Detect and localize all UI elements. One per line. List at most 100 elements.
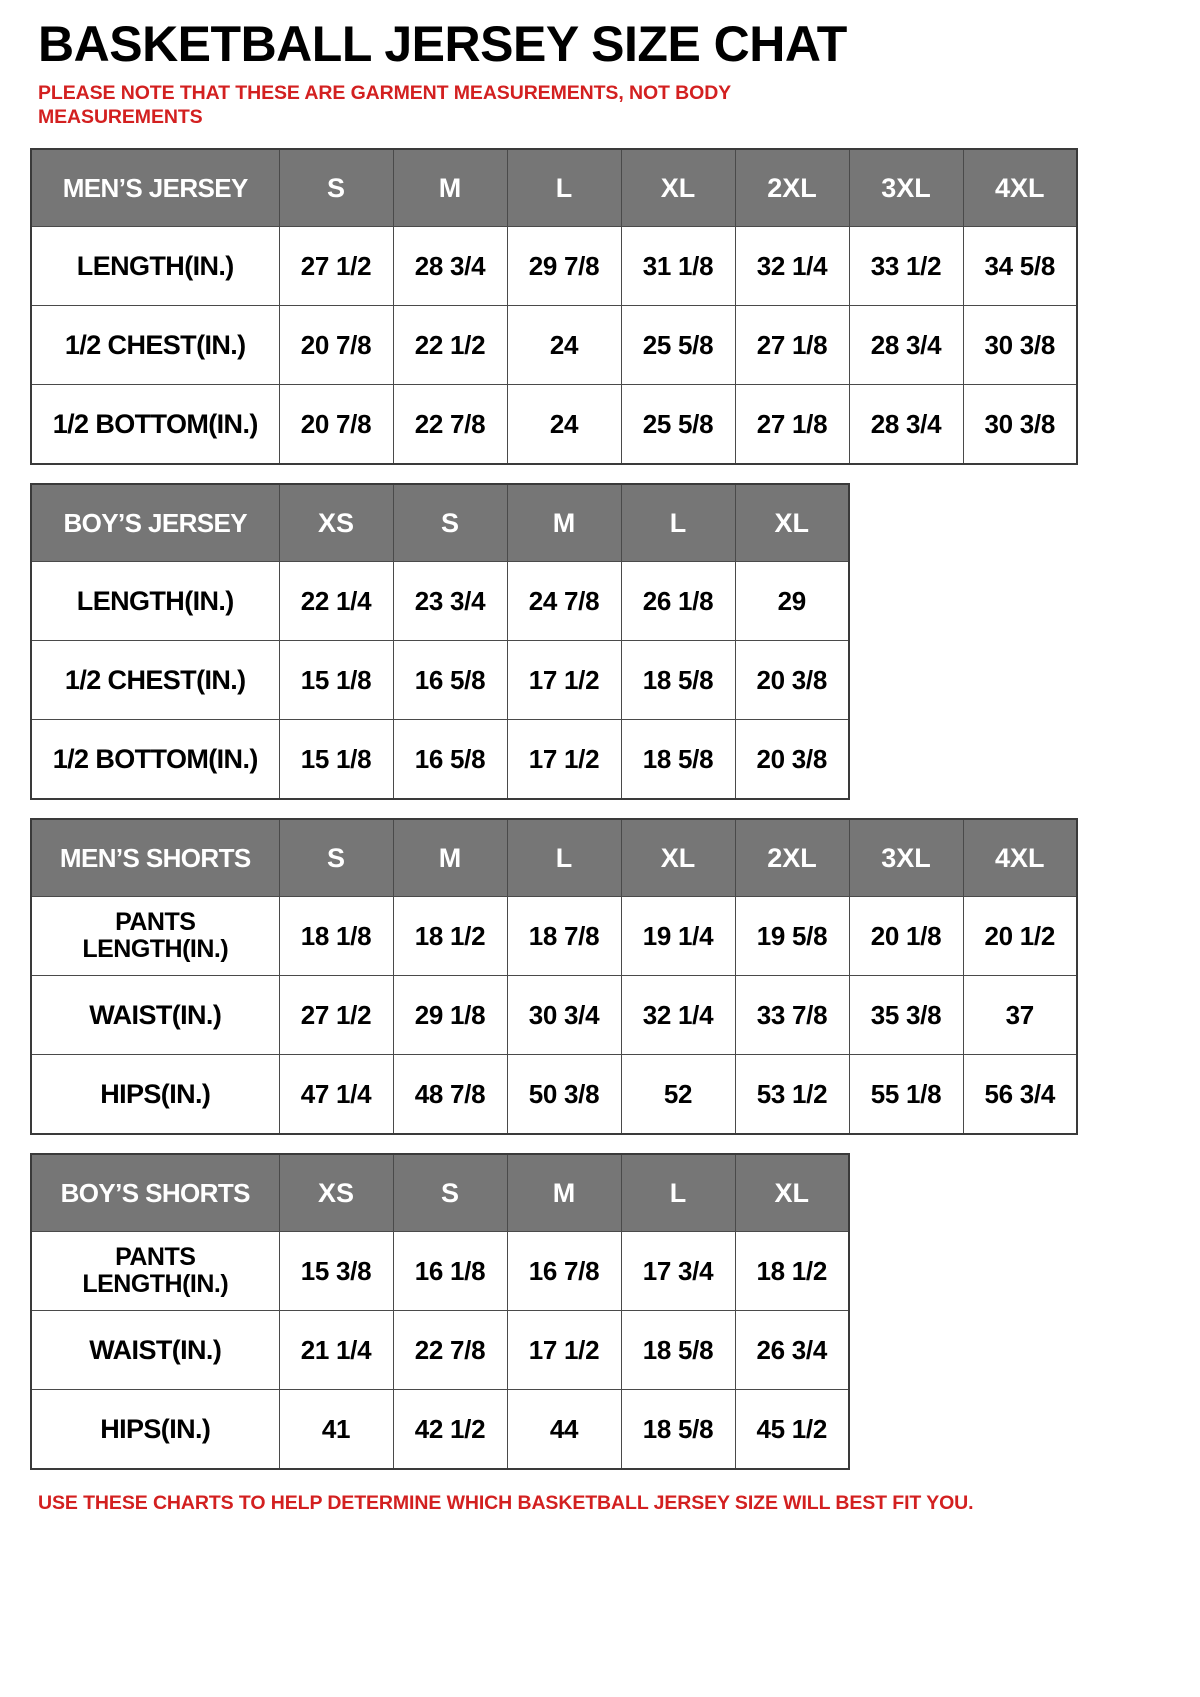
measurement-cell: 15 1/8 (278, 719, 394, 800)
size-header-m: M (506, 1153, 622, 1233)
measurement-cell: 22 7/8 (392, 384, 508, 465)
measurement-cell: 22 1/2 (392, 305, 508, 386)
measurement-cell: 33 1/2 (848, 226, 964, 307)
category-header: BOY’S JERSEY (30, 483, 280, 563)
category-header: BOY’S SHORTS (30, 1153, 280, 1233)
table-row: 1/2 CHEST(IN.) 15 1/8 16 5/8 17 1/2 18 5/8 20… (30, 640, 850, 721)
size-header-l: L (620, 483, 736, 563)
category-header: MEN’S SHORTS (30, 818, 280, 898)
measurement-cell: 52 (620, 1054, 736, 1135)
size-table-mens-shorts: MEN’S SHORTS S M L XL 2XL 3XL 4XL PANTS LENGTH(IN… (30, 818, 1078, 1136)
row-label: PANTS LENGTH(IN.) (30, 896, 280, 977)
size-header-m: M (506, 483, 622, 563)
row-label-line1: PANTS (115, 908, 196, 937)
measurement-cell: 24 (506, 305, 622, 386)
measurement-cell: 17 1/2 (506, 640, 622, 721)
row-label: 1/2 CHEST(IN.) (30, 640, 280, 721)
table-row: 1/2 BOTTOM(IN.) 15 1/8 16 5/8 17 1/2 18 5/8 2… (30, 719, 850, 800)
category-header: MEN’S JERSEY (30, 148, 280, 228)
measurement-cell: 15 3/8 (278, 1231, 394, 1312)
measurement-cell: 27 1/8 (734, 384, 850, 465)
size-chart-page: BASKETBALL JERSEY SIZE CHAT PLEASE NOTE … (0, 18, 1200, 1697)
measurement-cell: 28 3/4 (392, 226, 508, 307)
table-header-row: BOY’S SHORTS XS S M L XL (30, 1153, 850, 1233)
table-row: WAIST(IN.) 21 1/4 22 7/8 17 1/2 18 5/8 26 3/4 (30, 1310, 850, 1391)
measurement-cell: 56 3/4 (962, 1054, 1078, 1135)
measurement-cell: 24 (506, 384, 622, 465)
measurement-cell: 20 7/8 (278, 305, 394, 386)
measurement-cell: 17 3/4 (620, 1231, 736, 1312)
measurement-cell: 17 1/2 (506, 1310, 622, 1391)
size-header-2xl: 2XL (734, 818, 850, 898)
measurement-cell: 16 7/8 (506, 1231, 622, 1312)
measurement-cell: 20 1/8 (848, 896, 964, 977)
measurement-cell: 26 1/8 (620, 561, 736, 642)
page-title: BASKETBALL JERSEY SIZE CHAT (38, 16, 847, 72)
table-row: LENGTH(IN.) 27 1/2 28 3/4 29 7/8 31 1/8 32 1/… (30, 226, 1078, 307)
measurement-cell: 18 1/2 (734, 1231, 850, 1312)
size-header-l: L (506, 148, 622, 228)
row-label: 1/2 CHEST(IN.) (30, 305, 280, 386)
measurement-cell: 45 1/2 (734, 1389, 850, 1470)
size-header-xl: XL (620, 818, 736, 898)
measurement-cell: 20 3/8 (734, 640, 850, 721)
size-header-xl: XL (620, 148, 736, 228)
measurement-cell: 29 1/8 (392, 975, 508, 1056)
table-section-boys-shorts: BOY’S SHORTS XS S M L XL PANTS LENGTH(IN.) 15 3/… (30, 1153, 1170, 1471)
measurement-cell: 37 (962, 975, 1078, 1056)
size-header-m: M (392, 818, 508, 898)
table-row: PANTS LENGTH(IN.) 18 1/8 18 1/2 18 7/8 19 1/4… (30, 896, 1078, 977)
measurement-cell: 28 3/4 (848, 305, 964, 386)
size-header-xl: XL (734, 483, 850, 563)
measurement-cell: 27 1/8 (734, 305, 850, 386)
row-label: LENGTH(IN.) (30, 561, 280, 642)
measurement-cell: 35 3/8 (848, 975, 964, 1056)
table-row: HIPS(IN.) 41 42 1/2 44 18 5/8 45 1/2 (30, 1389, 850, 1470)
measurement-cell: 50 3/8 (506, 1054, 622, 1135)
measurement-cell: 18 7/8 (506, 896, 622, 977)
size-header-s: S (392, 1153, 508, 1233)
table-row: PANTS LENGTH(IN.) 15 3/8 16 1/8 16 7/8 17 3/4… (30, 1231, 850, 1312)
size-table-boys-shorts: BOY’S SHORTS XS S M L XL PANTS LENGTH(IN.) 15 3/… (30, 1153, 850, 1471)
table-section-boys-jersey: BOY’S JERSEY XS S M L XL LENGTH(IN.) 22 1/4 23 3… (30, 483, 1170, 801)
measurement-cell: 23 3/4 (392, 561, 508, 642)
table-section-mens-shorts: MEN’S SHORTS S M L XL 2XL 3XL 4XL PANTS LENGTH(IN… (30, 818, 1170, 1136)
measurement-cell: 47 1/4 (278, 1054, 394, 1135)
measurement-cell: 30 3/4 (506, 975, 622, 1056)
size-table-mens-jersey: MEN’S JERSEY S M L XL 2XL 3XL 4XL LENGTH(IN.) 27 … (30, 148, 1078, 466)
measurement-cell: 24 7/8 (506, 561, 622, 642)
measurement-cell: 22 1/4 (278, 561, 394, 642)
row-label: WAIST(IN.) (30, 975, 280, 1056)
size-header-4xl: 4XL (962, 818, 1078, 898)
table-header-row: BOY’S JERSEY XS S M L XL (30, 483, 850, 563)
measurement-cell: 22 7/8 (392, 1310, 508, 1391)
measurement-cell: 29 (734, 561, 850, 642)
row-label-line2: LENGTH(IN.) (82, 935, 229, 964)
size-header-s: S (392, 483, 508, 563)
measurement-cell: 18 1/8 (278, 896, 394, 977)
size-header-s: S (278, 818, 394, 898)
measurement-cell: 15 1/8 (278, 640, 394, 721)
measurement-cell: 19 1/4 (620, 896, 736, 977)
measurement-cell: 30 3/8 (962, 384, 1078, 465)
measurement-cell: 41 (278, 1389, 394, 1470)
row-label: 1/2 BOTTOM(IN.) (30, 719, 280, 800)
table-row: LENGTH(IN.) 22 1/4 23 3/4 24 7/8 26 1/8 29 (30, 561, 850, 642)
measurement-cell: 27 1/2 (278, 226, 394, 307)
measurement-cell: 30 3/8 (962, 305, 1078, 386)
row-label: WAIST(IN.) (30, 1310, 280, 1391)
size-header-2xl: 2XL (734, 148, 850, 228)
garment-measurement-note: PLEASE NOTE THAT THESE ARE GARMENT MEASU… (38, 81, 731, 129)
measurement-cell: 18 5/8 (620, 1389, 736, 1470)
measurement-cell: 34 5/8 (962, 226, 1078, 307)
measurement-cell: 18 5/8 (620, 719, 736, 800)
measurement-cell: 17 1/2 (506, 719, 622, 800)
size-header-l: L (620, 1153, 736, 1233)
measurement-cell: 20 3/8 (734, 719, 850, 800)
measurement-cell: 32 1/4 (734, 226, 850, 307)
size-table-boys-jersey: BOY’S JERSEY XS S M L XL LENGTH(IN.) 22 1/4 23 3… (30, 483, 850, 801)
table-row: 1/2 BOTTOM(IN.) 20 7/8 22 7/8 24 25 5/8 27 1/… (30, 384, 1078, 465)
measurement-cell: 27 1/2 (278, 975, 394, 1056)
size-header-m: M (392, 148, 508, 228)
size-header-xs: XS (278, 483, 394, 563)
